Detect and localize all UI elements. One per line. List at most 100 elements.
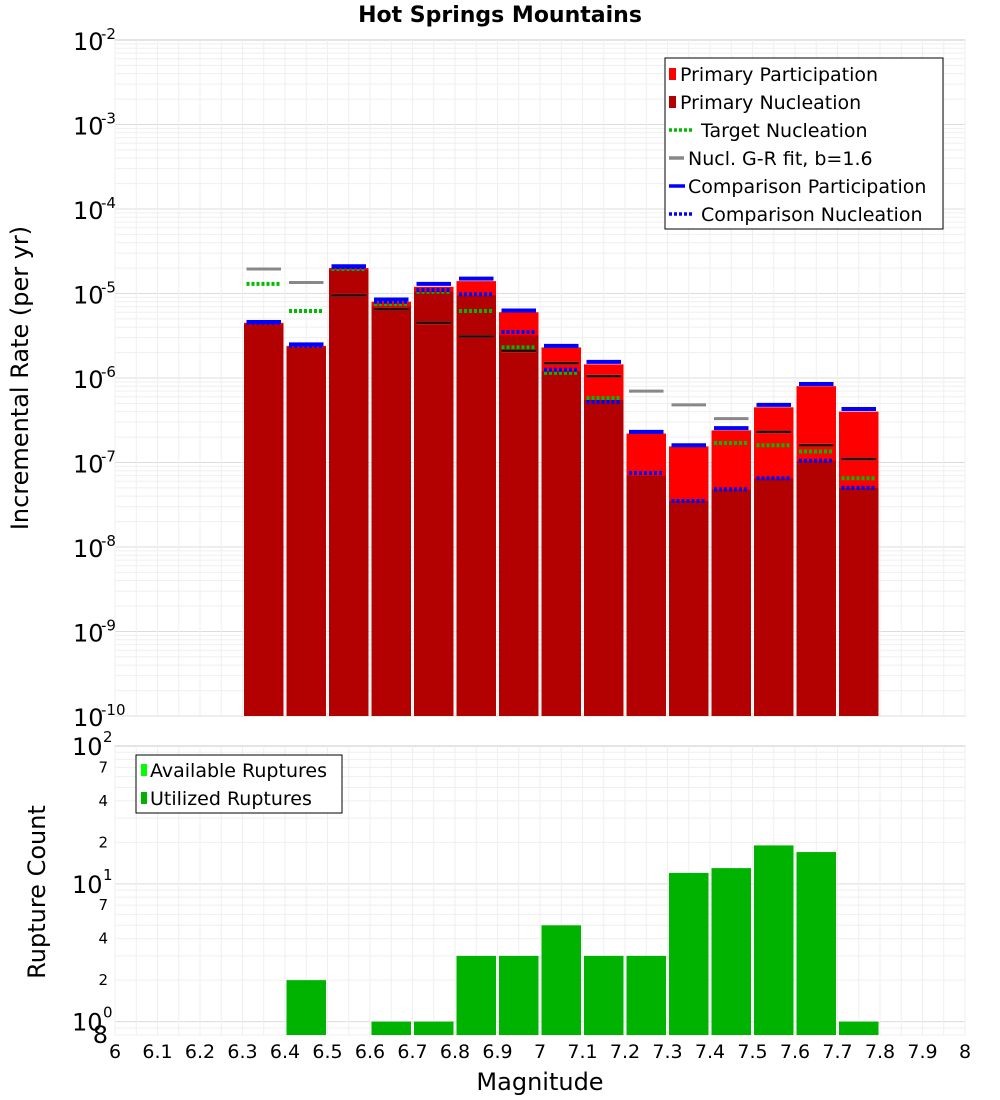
legend-swatch	[669, 96, 676, 108]
count-y-minor-tick: 4	[98, 930, 108, 948]
count-y-tick-base: 10	[72, 871, 103, 899]
count-y-tick-base: 10	[72, 733, 103, 761]
count-bars	[286, 845, 879, 1035]
utilized-ruptures-bar	[456, 955, 496, 1035]
primary-nucleation-bar	[329, 269, 369, 716]
count-y-minor-tick: 8	[93, 1021, 108, 1049]
count-y-tick-base: 10	[72, 1009, 103, 1037]
utilized-ruptures-bar	[754, 845, 794, 1035]
count-y-minor-tick: 4	[98, 792, 108, 810]
primary-nucleation-bar	[626, 475, 666, 716]
x-tick-label: 7	[534, 1041, 546, 1063]
utilized-ruptures-bar	[584, 955, 624, 1035]
primary-nucleation-bar	[711, 489, 751, 716]
legend-label: Primary Participation	[680, 64, 878, 86]
rate-y-tick-base: 10	[73, 197, 104, 225]
x-tick-label: 6	[109, 1041, 121, 1063]
utilized-ruptures-bar	[414, 1021, 454, 1035]
count-y-minor-tick: 2	[98, 971, 108, 989]
rate-y-tick-base: 10	[73, 535, 104, 563]
rate-y-axis-label: Incremental Rate (per yr)	[6, 226, 34, 530]
rate-y-tick-exp: -3	[101, 110, 116, 128]
utilized-ruptures-bar	[286, 980, 326, 1035]
rate-y-tick-base: 10	[73, 451, 104, 479]
count-y-minor-tick: 2	[98, 833, 108, 851]
primary-nucleation-bar	[499, 335, 539, 716]
legend-label: Target Nucleation	[700, 120, 868, 142]
x-tick-label: 7.5	[737, 1041, 767, 1063]
utilized-ruptures-bar	[796, 852, 836, 1035]
x-tick-label: 6.1	[142, 1041, 172, 1063]
x-tick-label: 6.5	[312, 1041, 342, 1063]
primary-nucleation-bar	[669, 501, 709, 716]
primary-nucleation-bar	[286, 347, 326, 716]
x-tick-label: 6.2	[185, 1041, 215, 1063]
x-tick-label: 8	[959, 1041, 971, 1063]
primary-nucleation-bar	[456, 295, 496, 716]
count-y-minor-tick: 7	[98, 758, 108, 776]
legend-label: Available Ruptures	[150, 760, 327, 782]
count-y-tick-exp: 2	[103, 728, 113, 746]
rate-y-tick-base: 10	[73, 620, 104, 648]
rate-y-tick-exp: -10	[101, 701, 126, 719]
utilized-ruptures-bar	[541, 925, 581, 1035]
primary-nucleation-bar	[796, 460, 836, 716]
count-y-tick-exp: 0	[103, 1004, 113, 1022]
rate-y-tick-exp: -9	[101, 617, 116, 635]
rate-y-tick-exp: -5	[101, 279, 116, 297]
x-tick-label: 6.4	[270, 1041, 300, 1063]
utilized-ruptures-bar	[371, 1021, 411, 1035]
rate-bars	[244, 268, 879, 716]
rate-y-tick-base: 10	[73, 704, 104, 732]
utilized-ruptures-bar	[499, 955, 539, 1035]
rate-lines	[246, 264, 876, 504]
rate-y-tick-exp: -6	[101, 363, 116, 381]
x-tick-label: 6.7	[397, 1041, 427, 1063]
x-tick-label: 6.8	[440, 1041, 470, 1063]
legend-label: Nucl. G-R fit, b=1.6	[688, 148, 873, 170]
primary-nucleation-bar	[244, 324, 284, 716]
count-y-axis-label: Rupture Count	[23, 805, 51, 979]
utilized-ruptures-bar	[626, 955, 666, 1035]
primary-nucleation-bar	[839, 487, 879, 716]
utilized-ruptures-bar	[711, 868, 751, 1035]
x-axis-ticks: 6 6.1 6.2 6.3 6.4 6.5 6.6 6.7 6.8 6.9 7 7.1 7.2 7.3 7.…	[109, 1041, 971, 1063]
rate-y-tick-base: 10	[73, 28, 104, 56]
legend-label: Comparison Participation	[688, 176, 926, 198]
rate-y-ticks: 10-210-310-410-510-610-710-810-910-10	[73, 25, 126, 732]
x-tick-label: 6.6	[355, 1041, 385, 1063]
x-tick-label: 6.9	[482, 1041, 512, 1063]
utilized-ruptures-bar	[669, 872, 709, 1035]
legend-swatch	[141, 792, 147, 804]
primary-nucleation-bar	[584, 399, 624, 716]
primary-nucleation-bar	[371, 306, 411, 716]
x-axis-label: Magnitude	[476, 1068, 603, 1096]
x-tick-label: 7.3	[652, 1041, 682, 1063]
count-y-minor-tick: 7	[98, 896, 108, 914]
rate-y-tick-base: 10	[73, 282, 104, 310]
x-tick-label: 7.8	[865, 1041, 895, 1063]
primary-nucleation-bar	[414, 291, 454, 716]
legend-label: Primary Nucleation	[680, 92, 861, 114]
x-tick-label: 7.9	[907, 1041, 937, 1063]
utilized-ruptures-bar	[839, 1021, 879, 1035]
x-tick-label: 7.4	[695, 1041, 725, 1063]
rate-y-tick-base: 10	[73, 366, 104, 394]
rate-panel: 10-210-310-410-510-610-710-810-910-10 In…	[6, 25, 966, 732]
count-y-tick-exp: 1	[103, 866, 113, 884]
primary-nucleation-bar	[754, 478, 794, 716]
count-legend: Available Ruptures Utilized Ruptures	[135, 754, 343, 814]
rate-y-tick-exp: -8	[101, 532, 116, 550]
rate-y-tick-exp: -7	[101, 448, 116, 466]
rate-legend: Primary Participation Primary Nucleation T…	[664, 57, 944, 230]
x-tick-label: 6.3	[227, 1041, 257, 1063]
legend-label: Comparison Nucleation	[701, 204, 923, 226]
primary-nucleation-bar	[541, 371, 581, 716]
x-tick-label: 7.6	[780, 1041, 810, 1063]
x-tick-label: 7.2	[610, 1041, 640, 1063]
rate-y-tick-exp: -2	[101, 25, 116, 43]
legend-swatch	[669, 68, 676, 80]
